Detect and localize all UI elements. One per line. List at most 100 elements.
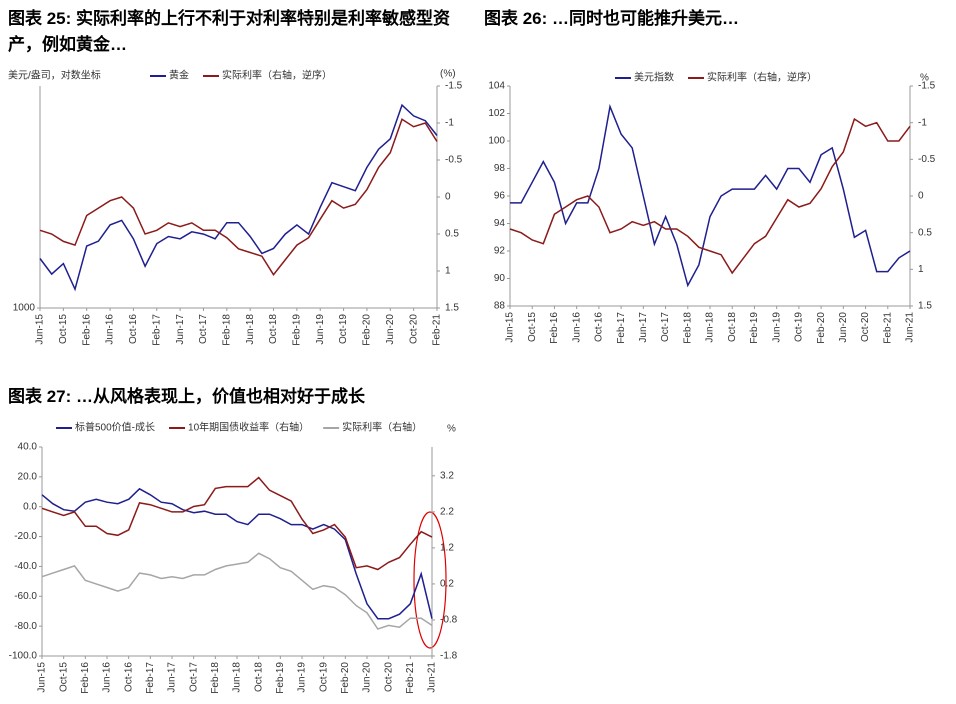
- x-tick-label: Oct-20: [860, 312, 871, 342]
- y-tick-label: -40.0: [14, 561, 37, 572]
- y-tick-label: -100.0: [9, 651, 38, 662]
- y2-tick-label: -1.5: [445, 81, 463, 92]
- x-tick-label: Jun-15: [35, 314, 46, 345]
- series-line: [39, 103, 438, 292]
- y-axis-label: 美元/盎司，对数坐标: [8, 69, 101, 82]
- y2-tick-label: 0.5: [445, 229, 459, 240]
- series-line: [41, 487, 433, 620]
- x-tick-label: Feb-18: [682, 312, 693, 344]
- x-tick-label: Jun-16: [571, 312, 582, 343]
- x-tick-label: Jun-16: [102, 662, 113, 693]
- series-line: [510, 103, 911, 288]
- y2-tick-label: -0.5: [918, 154, 936, 165]
- y2-tick-label: 3.2: [440, 470, 454, 481]
- x-tick-label: Jun-18: [705, 312, 716, 343]
- y2-tick-label: -0.8: [440, 615, 458, 626]
- legend-label: 10年期国债收益率（右轴）: [188, 421, 309, 434]
- x-tick-label: Oct-16: [594, 312, 605, 342]
- y2-tick-label: 1.2: [440, 543, 454, 554]
- x-tick-label: Oct-15: [527, 312, 538, 342]
- x-tick-label: Feb-19: [749, 312, 760, 344]
- y2-tick-label: 0.5: [918, 227, 932, 238]
- legend-label: 实际利率（右轴）: [342, 421, 422, 434]
- x-tick-label: Oct-16: [128, 314, 139, 344]
- x-tick-label: Feb-18: [221, 314, 232, 346]
- x-tick-label: Feb-17: [616, 312, 627, 344]
- y2-tick-label: 0: [445, 192, 451, 203]
- y-tick-label: 100: [488, 136, 505, 147]
- y2-tick-label: 0: [918, 191, 924, 202]
- x-tick-label: Oct-16: [123, 662, 134, 692]
- y-tick-label: 40.0: [18, 442, 38, 453]
- y-tick-label: 1000: [13, 303, 36, 314]
- x-tick-label: Jun-18: [232, 662, 243, 693]
- x-tick-label: Feb-21: [405, 662, 416, 694]
- x-tick-label: Feb-16: [549, 312, 560, 344]
- x-tick-label: Jun-16: [105, 314, 116, 345]
- x-tick-label: Oct-15: [58, 314, 69, 344]
- x-tick-label: Jun-17: [167, 662, 178, 693]
- chart-title: 图表 27: …从风格表现上，价值也相对好于成长: [8, 387, 366, 406]
- x-tick-label: Feb-16: [81, 314, 92, 346]
- y2-tick-label: -1.5: [918, 81, 936, 92]
- x-tick-label: Jun-19: [297, 662, 308, 693]
- y-tick-label: 102: [488, 108, 505, 119]
- x-tick-label: Oct-19: [338, 314, 349, 344]
- x-tick-label: Oct-19: [794, 312, 805, 342]
- series-line: [509, 117, 911, 275]
- y2-axis-label: %: [920, 73, 929, 84]
- legend-label: 标普500价值-成长: [75, 421, 155, 434]
- y-tick-label: 94: [494, 218, 506, 229]
- y-tick-label: 20.0: [18, 471, 38, 482]
- series-line: [41, 476, 433, 571]
- y-tick-label: 88: [494, 301, 506, 312]
- y-tick-label: -20.0: [14, 531, 37, 542]
- y2-tick-label: -1: [918, 117, 927, 128]
- x-tick-label: Feb-20: [340, 662, 351, 694]
- x-tick-label: Oct-17: [188, 662, 199, 692]
- x-tick-label: Jun-20: [385, 314, 396, 345]
- x-tick-label: Jun-19: [771, 312, 782, 343]
- legend-label: 实际利率（右轴，逆序）: [222, 69, 332, 82]
- y2-tick-label: 1: [445, 266, 451, 277]
- x-tick-label: Feb-17: [151, 314, 162, 346]
- x-tick-label: Oct-20: [383, 662, 394, 692]
- x-tick-label: Oct-19: [318, 662, 329, 692]
- y2-axis-label: %: [447, 424, 456, 435]
- y2-tick-label: 1.5: [918, 301, 932, 312]
- y-tick-label: -60.0: [14, 591, 37, 602]
- x-tick-label: Jun-15: [505, 312, 516, 343]
- x-tick-label: Feb-19: [275, 662, 286, 694]
- x-tick-label: Jun-20: [838, 312, 849, 343]
- x-tick-label: Feb-21: [432, 314, 443, 346]
- series-line: [41, 552, 433, 630]
- x-tick-label: Oct-15: [58, 662, 69, 692]
- y-tick-label: 98: [494, 163, 506, 174]
- x-tick-label: Feb-17: [145, 662, 156, 694]
- x-tick-label: Jun-15: [37, 662, 48, 693]
- y2-tick-label: -0.5: [445, 155, 463, 166]
- y2-tick-label: 1: [918, 264, 924, 275]
- x-tick-label: Feb-19: [292, 314, 303, 346]
- x-tick-label: Jun-17: [175, 314, 186, 345]
- legend-label: 美元指数: [634, 71, 674, 84]
- x-tick-label: Oct-18: [253, 662, 264, 692]
- x-tick-label: Feb-16: [80, 662, 91, 694]
- x-tick-label: Jun-17: [638, 312, 649, 343]
- x-tick-label: Oct-18: [727, 312, 738, 342]
- x-tick-label: Jun-19: [315, 314, 326, 345]
- highlight-ellipse: [413, 511, 447, 649]
- x-tick-label: Feb-20: [362, 314, 373, 346]
- y2-tick-label: 0.2: [440, 579, 454, 590]
- y-tick-label: 0.0: [23, 501, 37, 512]
- y2-tick-label: -1: [445, 118, 454, 129]
- x-tick-label: Feb-18: [210, 662, 221, 694]
- y-tick-label: 92: [494, 246, 506, 257]
- y-tick-label: 90: [494, 273, 506, 284]
- x-tick-label: Feb-20: [816, 312, 827, 344]
- y2-axis-label: (%): [440, 69, 456, 80]
- x-tick-label: Feb-21: [882, 312, 893, 344]
- x-tick-label: Oct-20: [408, 314, 419, 344]
